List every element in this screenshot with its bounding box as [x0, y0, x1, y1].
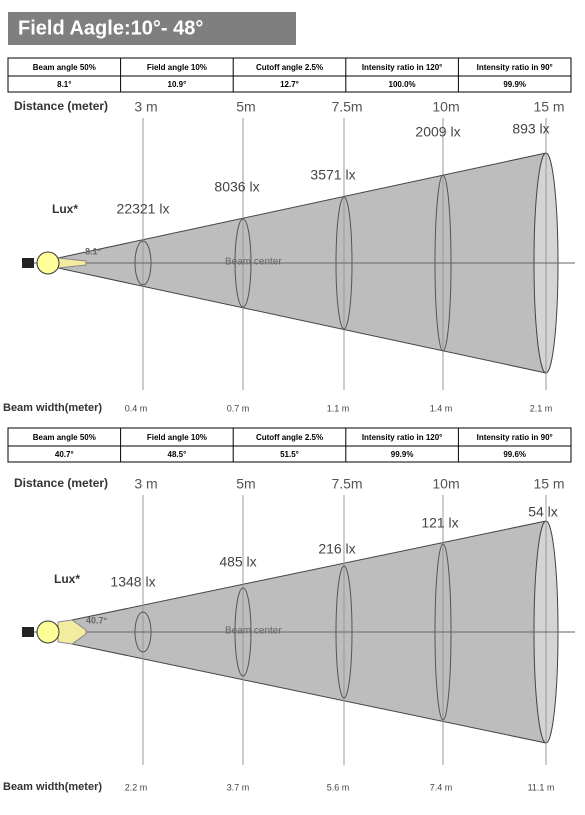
- beam-width-label: Beam width(meter): [3, 781, 102, 793]
- distance: 15 m: [533, 99, 564, 115]
- table-header: Cutoff angle 2.5%: [256, 433, 323, 442]
- table-header: Cutoff angle 2.5%: [256, 63, 323, 72]
- table-header: Field angle 10%: [147, 63, 207, 72]
- angle: 8.1°: [85, 246, 102, 256]
- lux: 121 lx: [421, 515, 458, 531]
- distance: 5m: [236, 476, 255, 492]
- lamp: [36, 620, 60, 644]
- table-value: 40.7°: [55, 450, 74, 459]
- distance: 7.5m: [331, 476, 362, 492]
- table-value: 99.9%: [391, 450, 414, 459]
- table-border: [7, 427, 572, 463]
- table-value: 51.5°: [280, 450, 299, 459]
- beam-width: 2.1 m: [530, 403, 553, 413]
- distance: 3 m: [134, 99, 157, 115]
- lamp-base: [22, 258, 34, 268]
- angle: 40.7°: [86, 615, 108, 625]
- distance: 5m: [236, 99, 255, 115]
- distance: 15 m: [533, 476, 564, 492]
- lux: 22321 lx: [117, 201, 170, 217]
- beam-width: 2.2 m: [125, 782, 148, 792]
- beam-width: 11.1 m: [528, 782, 555, 792]
- beam-width-label: Beam width(meter): [3, 402, 102, 414]
- table-header: Intensity ratio in 90°: [477, 63, 553, 72]
- lux: 1348 lx: [110, 574, 155, 590]
- beam-width: 0.4 m: [125, 403, 148, 413]
- table-value: 99.6%: [503, 450, 526, 459]
- title: Field Aagle:10°- 48°: [18, 17, 203, 39]
- lamp: [36, 251, 60, 275]
- beam-width: 7.4 m: [430, 782, 453, 792]
- distance: 3 m: [134, 476, 157, 492]
- lamp-base: [22, 627, 34, 637]
- beam-width: 1.4 m: [430, 403, 453, 413]
- beam-width: 3.7 m: [227, 782, 250, 792]
- beam-width: 5.6 m: [327, 782, 350, 792]
- table-value: 12.7°: [280, 80, 299, 89]
- table-header: Intensity ratio in 120°: [362, 433, 443, 442]
- table-border: [7, 57, 572, 93]
- table-value: 48.5°: [168, 450, 187, 459]
- title-bar: [8, 12, 296, 45]
- lux: 54 lx: [528, 504, 558, 520]
- beam-center: Beam center: [225, 626, 282, 637]
- distance: 10m: [432, 99, 459, 115]
- lux: 2009 lx: [415, 124, 460, 140]
- distance: 10m: [432, 476, 459, 492]
- lux: 485 lx: [219, 554, 256, 570]
- table-header: Intensity ratio in 120°: [362, 63, 443, 72]
- lux: 893 lx: [512, 121, 549, 137]
- lux: 3571 lx: [310, 167, 355, 183]
- table-header: Intensity ratio in 90°: [477, 433, 553, 442]
- lux: 216 lx: [318, 541, 355, 557]
- beam-center: Beam center: [225, 257, 282, 268]
- lux-label: Lux*: [52, 202, 78, 216]
- beam-width: 0.7 m: [227, 403, 250, 413]
- lux: 8036 lx: [214, 179, 259, 195]
- distance: 7.5m: [331, 99, 362, 115]
- table-value: 99.9%: [503, 80, 526, 89]
- table-value: 10.9°: [168, 80, 187, 89]
- beam-width: 1.1 m: [327, 403, 350, 413]
- table-value: 100.0%: [389, 80, 416, 89]
- table-value: 8.1°: [57, 80, 71, 89]
- table-header: Beam angle 50%: [33, 63, 96, 72]
- lamp-lens: [57, 619, 87, 645]
- lux-label: Lux*: [54, 572, 80, 586]
- table-header: Field angle 10%: [147, 433, 207, 442]
- table-header: Beam angle 50%: [33, 433, 96, 442]
- distance-label: Distance (meter): [14, 99, 108, 113]
- distance-label: Distance (meter): [14, 476, 108, 490]
